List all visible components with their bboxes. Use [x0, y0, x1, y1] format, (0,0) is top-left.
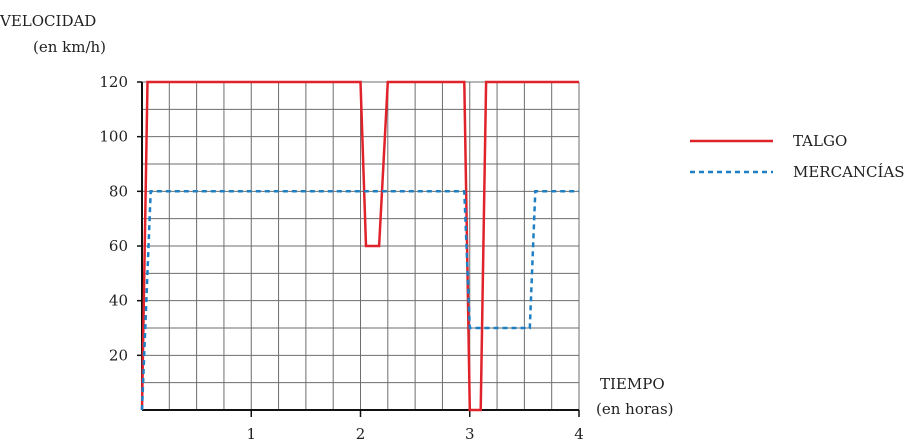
series-line-talgo: [140, 80, 579, 412]
x-tick-label: 4: [574, 425, 584, 443]
y-axis-unit: (en km/h): [33, 38, 106, 56]
legend-label-mercancias: MERCANCÍAS: [793, 163, 905, 181]
legend: TALGO MERCANCÍAS: [690, 132, 905, 181]
y-axis-label: VELOCIDAD: [0, 12, 96, 30]
legend-label-talgo: TALGO: [793, 132, 847, 150]
y-tick-label: 20: [109, 346, 128, 364]
series-line-mercancias: [140, 190, 579, 411]
y-tick-label: 120: [99, 73, 128, 91]
y-tick-label: 100: [99, 128, 128, 146]
y-tick-label: 80: [109, 182, 128, 200]
x-tick-label: 3: [465, 425, 475, 443]
y-tick-labels: 20 40 60 80 100 120: [99, 73, 142, 364]
x-tick-labels: 1 2 3 4: [246, 410, 584, 443]
x-axis-label: TIEMPO: [600, 375, 665, 393]
y-tick-label: 40: [109, 292, 128, 310]
x-tick-label: 2: [356, 425, 366, 443]
x-tick-label: 1: [246, 425, 256, 443]
y-tick-label: 60: [109, 237, 128, 255]
x-axis-unit: (en horas): [596, 400, 674, 418]
grid: [142, 81, 580, 410]
series-lines: [140, 80, 579, 412]
